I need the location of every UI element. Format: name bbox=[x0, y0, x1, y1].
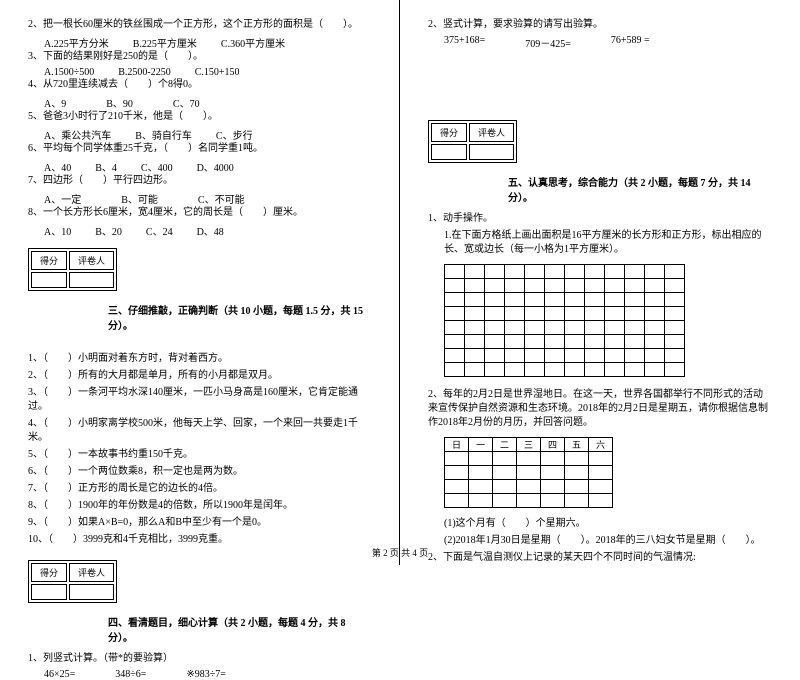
q2-opt-a: A.225平方分米 bbox=[44, 35, 109, 50]
cal-h1: 一 bbox=[469, 438, 493, 452]
calc2-a: 375+168= bbox=[444, 35, 485, 50]
j1: 1、（ ）小明面对着东方时，背对着西方。 bbox=[28, 352, 371, 366]
calc2-items: 375+168= 709－425= 76+589 = bbox=[428, 35, 772, 50]
q8: 8、一个长方形长6厘米，宽4厘米，它的周长是（ ）厘米。 bbox=[28, 206, 371, 220]
calendar-grid: 日 一 二 三 四 五 六 bbox=[444, 437, 613, 508]
calc2-c: 76+589 = bbox=[611, 35, 650, 50]
calc1-a: 46×25= bbox=[44, 669, 75, 680]
q4-opt-a: A、9 bbox=[44, 95, 66, 110]
cal-h6: 六 bbox=[589, 438, 613, 452]
score-label: 得分 bbox=[31, 251, 67, 270]
section-4-title: 四、看清题目，细心计算（共 2 小题，每题 4 分，共 8 分）。 bbox=[28, 614, 371, 644]
section-5-title: 五、认真思考，综合能力（共 2 小题，每题 7 分，共 14 分）。 bbox=[428, 174, 772, 204]
q8-opt-d: D、48 bbox=[197, 223, 224, 238]
q7-opt-a: A、一定 bbox=[44, 191, 81, 206]
right-column: 2、竖式计算，要求验算的请写出验算。 375+168= 709－425= 76+… bbox=[400, 0, 800, 565]
j7: 7、（ ）正方形的周长是它的边长的4倍。 bbox=[28, 482, 371, 496]
j2: 2、（ ）所有的大月都是单月，所有的小月都是双月。 bbox=[28, 369, 371, 383]
task1-detail: 1.在下面方格纸上画出面积是16平方厘米的长方形和正方形，标出相应的长、宽或边长… bbox=[428, 229, 772, 257]
q7: 7、四边形（ ）平行四边形。 bbox=[28, 174, 371, 188]
q2-opt-b: B.225平方厘米 bbox=[133, 35, 197, 50]
q6-opt-d: D、4000 bbox=[197, 159, 234, 174]
q4-opt-b: B、90 bbox=[106, 95, 133, 110]
q5-opt-c: C、步行 bbox=[216, 127, 253, 142]
q7-opt-b: B、可能 bbox=[121, 191, 158, 206]
score-label: 得分 bbox=[31, 563, 67, 582]
section-3-title: 三、仔细推敲，正确判断（共 10 小题，每题 1.5 分，共 15 分）。 bbox=[28, 302, 371, 332]
q5: 5、爸爸3小时行了210千米，他是（ ）。 bbox=[28, 110, 371, 124]
q3-opt-a: A.1500÷500 bbox=[44, 67, 94, 78]
q3-opt-b: B.2500-2250 bbox=[118, 67, 171, 78]
q2-opt-c: C.360平方厘米 bbox=[221, 35, 285, 50]
q3: 3、下面的结果刚好是250的是（ ）。 bbox=[28, 50, 371, 64]
q2: 2、把一根长60厘米的铁丝围成一个正方形，这个正方形的面积是（ ）。 bbox=[28, 18, 371, 32]
calc1-c: ※983÷7= bbox=[186, 669, 226, 680]
q7-opt-c: C、不可能 bbox=[198, 191, 245, 206]
q7-options: A、一定 B、可能 C、不可能 bbox=[28, 191, 371, 206]
calc1: 1、列竖式计算。（带*的要验算） bbox=[28, 652, 371, 666]
score-blank bbox=[31, 272, 67, 288]
q2-options: A.225平方分米 B.225平方厘米 C.360平方厘米 bbox=[28, 35, 371, 50]
q6-options: A、40 B、4 C、400 D、4000 bbox=[28, 159, 371, 174]
page-footer: 第 2 页 共 4 页 bbox=[0, 546, 800, 559]
j3: 3、（ ）一条河平均水深140厘米，一匹小马身高是160厘米，它肯定能通过。 bbox=[28, 386, 371, 414]
task2-q1: (1)这个月有（ ）个星期六。 bbox=[428, 517, 772, 531]
square-grid bbox=[444, 264, 685, 377]
cal-h2: 二 bbox=[493, 438, 517, 452]
calc1-items: 46×25= 348÷6= ※983÷7= bbox=[28, 669, 371, 680]
j5: 5、（ ）一本故事书约重150千克。 bbox=[28, 448, 371, 462]
j8: 8、（ ）1900年的年份数是4的倍数，所以1900年是闰年。 bbox=[28, 499, 371, 513]
q4-opt-c: C、70 bbox=[173, 95, 200, 110]
score-box-5: 得分 评卷人 bbox=[428, 120, 517, 163]
q6: 6、平均每个同学体重25千克，（ ）名同学重1吨。 bbox=[28, 142, 371, 156]
q4: 4、从720里连续减去（ ）个8得0。 bbox=[28, 78, 371, 92]
j10: 10、（ ）3999克和4千克相比，3999克重。 bbox=[28, 533, 371, 547]
grader-blank bbox=[69, 584, 114, 600]
calc2-b: 709－425= bbox=[525, 35, 571, 50]
q8-options: A、10 B、20 C、24 D、48 bbox=[28, 223, 371, 238]
q5-opt-b: B、骑自行车 bbox=[135, 127, 192, 142]
j9: 9、（ ）如果A×B=0，那么A和B中至少有一个是0。 bbox=[28, 516, 371, 530]
score-label: 得分 bbox=[431, 123, 467, 142]
q3-opt-c: C.150+150 bbox=[195, 67, 240, 78]
q3-options: A.1500÷500 B.2500-2250 C.150+150 bbox=[28, 67, 371, 78]
j6: 6、（ ）一个两位数乘8，积一定也是两为数。 bbox=[28, 465, 371, 479]
q8-opt-c: C、24 bbox=[146, 223, 173, 238]
score-blank bbox=[31, 584, 67, 600]
exam-page: 2、把一根长60厘米的铁丝围成一个正方形，这个正方形的面积是（ ）。 A.225… bbox=[0, 0, 800, 565]
j4: 4、（ ）小明家离学校500米，他每天上学、回家，一个来回一共要走1千米。 bbox=[28, 417, 371, 445]
grader-label: 评卷人 bbox=[69, 563, 114, 582]
q5-options: A、乘公共汽车 B、骑自行车 C、步行 bbox=[28, 127, 371, 142]
q5-opt-a: A、乘公共汽车 bbox=[44, 127, 111, 142]
score-blank bbox=[431, 144, 467, 160]
q6-opt-c: C、400 bbox=[141, 159, 173, 174]
calc2: 2、竖式计算，要求验算的请写出验算。 bbox=[428, 18, 772, 32]
score-box-4: 得分 评卷人 bbox=[28, 560, 117, 603]
task2: 2、每年的2月2日是世界湿地日。在这一天，世界各国都举行不同形式的活动来宣传保护… bbox=[428, 388, 772, 430]
calc1-b: 348÷6= bbox=[115, 669, 146, 680]
grader-label: 评卷人 bbox=[69, 251, 114, 270]
q8-opt-b: B、20 bbox=[95, 223, 122, 238]
q6-opt-a: A、40 bbox=[44, 159, 71, 174]
q8-opt-a: A、10 bbox=[44, 223, 71, 238]
task1: 1、动手操作。 bbox=[428, 212, 772, 226]
grader-label: 评卷人 bbox=[469, 123, 514, 142]
score-box-3: 得分 评卷人 bbox=[28, 248, 117, 291]
left-column: 2、把一根长60厘米的铁丝围成一个正方形，这个正方形的面积是（ ）。 A.225… bbox=[0, 0, 400, 565]
cal-h5: 五 bbox=[565, 438, 589, 452]
cal-h0: 日 bbox=[445, 438, 469, 452]
grader-blank bbox=[69, 272, 114, 288]
grader-blank bbox=[469, 144, 514, 160]
q6-opt-b: B、4 bbox=[95, 159, 117, 174]
cal-h3: 三 bbox=[517, 438, 541, 452]
cal-h4: 四 bbox=[541, 438, 565, 452]
q4-options: A、9 B、90 C、70 bbox=[28, 95, 371, 110]
